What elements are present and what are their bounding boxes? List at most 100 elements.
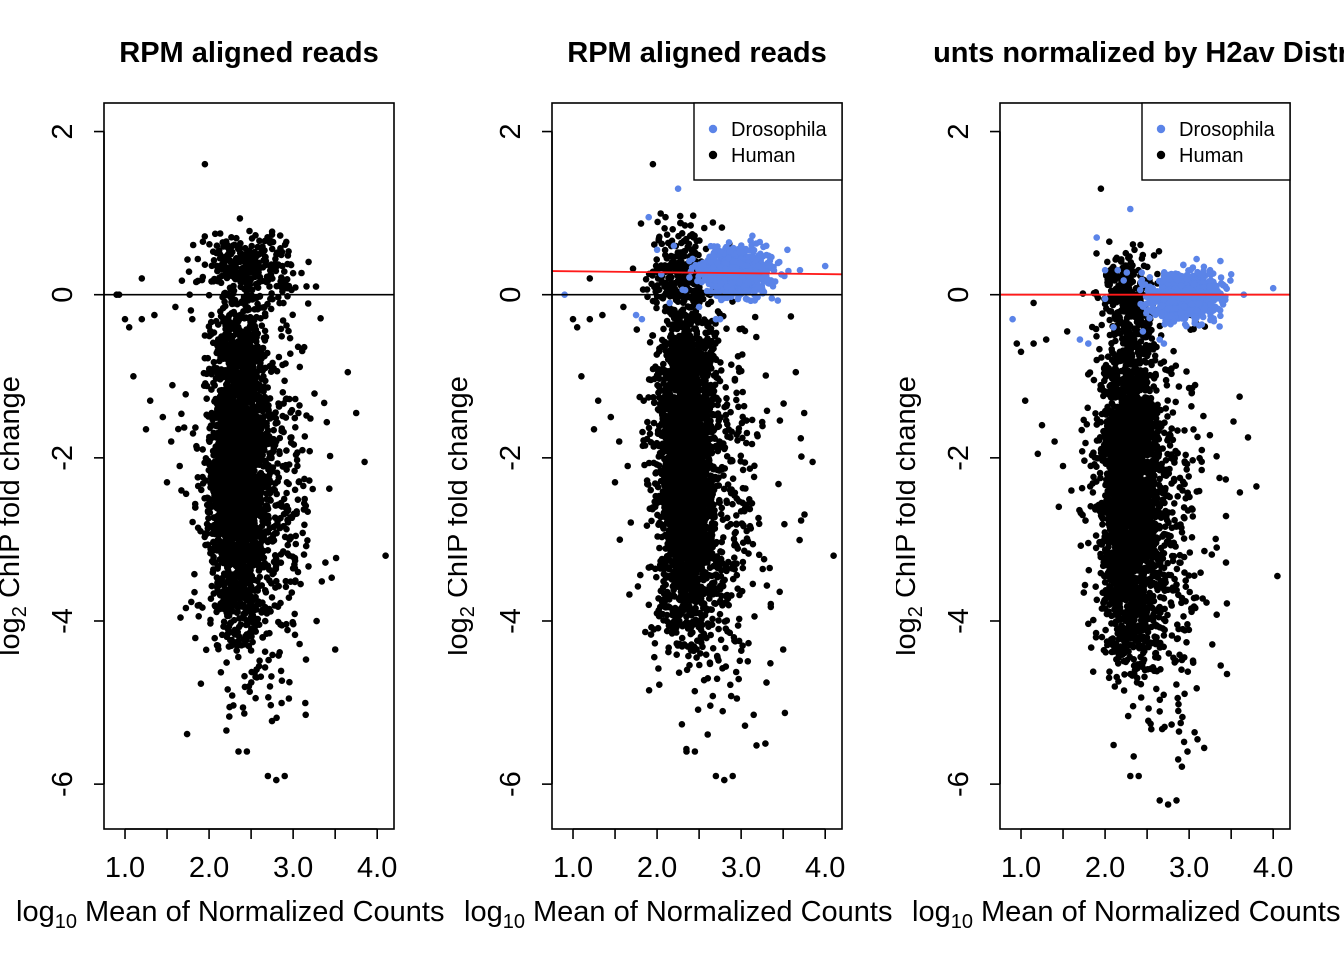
- data-point: [272, 255, 279, 263]
- data-point: [647, 486, 654, 494]
- data-point: [223, 522, 231, 529]
- y-tick-label: 2: [47, 123, 79, 139]
- data-point: [283, 466, 290, 473]
- data-point: [229, 602, 237, 609]
- data-point: [205, 323, 213, 330]
- data-point: [270, 365, 278, 372]
- data-point: [292, 424, 299, 431]
- data-point: [223, 727, 230, 734]
- data-point: [234, 259, 241, 266]
- data-point: [273, 556, 280, 564]
- data-point: [269, 486, 277, 493]
- data-point: [226, 713, 233, 720]
- data-point: [300, 551, 308, 558]
- data-point: [283, 489, 290, 497]
- data-point: [221, 457, 228, 465]
- data-point: [259, 451, 266, 459]
- data-point: [214, 347, 221, 355]
- data-point: [191, 570, 198, 578]
- data-point: [214, 579, 221, 587]
- data-point: [245, 459, 253, 467]
- data-point: [658, 336, 666, 344]
- data-point: [242, 494, 250, 502]
- data-point: [205, 466, 213, 474]
- data-point: [232, 550, 239, 558]
- data-point: [228, 333, 236, 340]
- data-point: [217, 308, 224, 315]
- data-point: [278, 677, 286, 684]
- x-tick-label: 3.0: [273, 852, 313, 884]
- data-point: [194, 474, 202, 481]
- data-point: [292, 395, 299, 403]
- data-point: [199, 473, 206, 481]
- data-point: [245, 420, 252, 427]
- data-point: [215, 522, 222, 529]
- data-point: [261, 664, 269, 671]
- data-point: [302, 542, 310, 550]
- data-point: [130, 373, 137, 380]
- data-point: [260, 334, 268, 342]
- data-point: [249, 383, 257, 391]
- data-point: [233, 234, 240, 242]
- data-point: [244, 306, 251, 314]
- data-point: [282, 504, 290, 512]
- data-point: [242, 375, 249, 383]
- data-point: [178, 410, 185, 418]
- data-point: [251, 273, 259, 281]
- data-point: [212, 317, 220, 325]
- data-point: [239, 364, 247, 372]
- x-tick-label: 4.0: [357, 852, 397, 884]
- data-point: [194, 277, 202, 285]
- data-point: [236, 249, 244, 257]
- data-point: [273, 714, 280, 722]
- data-point: [256, 549, 264, 557]
- data-point: [248, 242, 255, 250]
- data-point: [256, 657, 263, 664]
- data-point: [209, 569, 217, 576]
- data-point: [215, 429, 222, 437]
- data-point: [189, 315, 196, 323]
- data-point: [291, 557, 299, 564]
- data-point: [287, 578, 294, 585]
- data-point: [298, 269, 305, 277]
- data-point: [228, 391, 235, 399]
- data-point: [233, 572, 241, 580]
- y-tick-label: -2: [47, 445, 79, 471]
- data-point: [294, 462, 301, 470]
- data-point: [177, 614, 184, 621]
- data-point: [253, 480, 260, 488]
- series-human: [113, 160, 389, 784]
- data-point: [251, 576, 258, 584]
- data-point: [241, 672, 248, 680]
- data-point: [216, 357, 223, 365]
- data-point: [292, 451, 300, 459]
- data-point: [209, 413, 217, 421]
- data-point: [220, 400, 227, 407]
- data-point: [282, 510, 290, 517]
- data-point: [241, 710, 248, 717]
- data-point: [227, 264, 235, 271]
- data-point: [261, 617, 269, 625]
- data-point: [214, 457, 221, 465]
- data-point: [242, 539, 250, 547]
- data-point: [287, 350, 294, 358]
- data-point: [226, 452, 234, 460]
- data-point: [211, 544, 219, 552]
- data-point: [235, 748, 242, 755]
- data-point: [303, 283, 310, 290]
- data-point: [257, 386, 264, 394]
- data-point: [183, 730, 191, 738]
- data-point: [256, 273, 264, 281]
- data-point: [663, 627, 671, 635]
- data-point: [231, 296, 239, 304]
- data-point: [247, 414, 254, 421]
- data-point: [216, 439, 224, 447]
- data-point: [242, 410, 250, 417]
- data-point: [212, 445, 220, 453]
- data-point: [232, 528, 239, 536]
- data-point: [263, 398, 270, 405]
- data-point: [295, 478, 303, 485]
- data-point: [222, 351, 230, 358]
- data-point: [285, 282, 293, 290]
